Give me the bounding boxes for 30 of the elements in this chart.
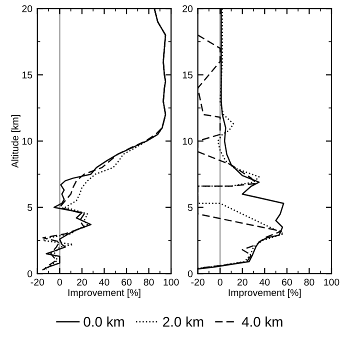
y-tick-label: 10	[22, 138, 32, 145]
x-tick-label: 40	[259, 278, 270, 286]
y-tick-label: 20	[22, 5, 32, 12]
x-tick-label: 20	[77, 278, 87, 286]
x-axis-title: Improvement [%]	[228, 288, 301, 298]
x-tick-label: 0	[57, 278, 62, 286]
legend-label: 0.0 km	[84, 316, 124, 327]
y-tick-label: 15	[182, 72, 193, 78]
x-tick-label: -20	[191, 278, 204, 286]
x-axis-title: Improvement [%]	[68, 288, 140, 298]
x-tick-label: 40	[99, 278, 110, 286]
legend-label: 2.0 km	[163, 316, 204, 327]
legend-label: 4.0 km	[242, 316, 282, 327]
y-tick-label: 20	[182, 5, 193, 12]
y-tick-label: 0	[188, 270, 193, 278]
y-tick-label: 5	[188, 204, 193, 211]
y-tick-label: 15	[22, 72, 32, 78]
x-tick-label: 60	[122, 278, 132, 286]
x-tick-label: 80	[144, 278, 154, 286]
x-tick-label: 60	[282, 278, 292, 286]
y-tick-label: 10	[182, 138, 193, 145]
x-tick-label: 100	[164, 278, 179, 286]
y-tick-label: 0	[28, 270, 32, 278]
y-axis-title: Altitude [km]	[11, 115, 20, 168]
y-tick-label: 5	[28, 204, 32, 211]
x-tick-label: -20	[30, 278, 44, 286]
x-tick-label: 0	[218, 278, 222, 286]
x-tick-label: 20	[237, 278, 248, 286]
x-tick-label: 100	[324, 278, 340, 286]
x-tick-label: 80	[304, 278, 314, 286]
